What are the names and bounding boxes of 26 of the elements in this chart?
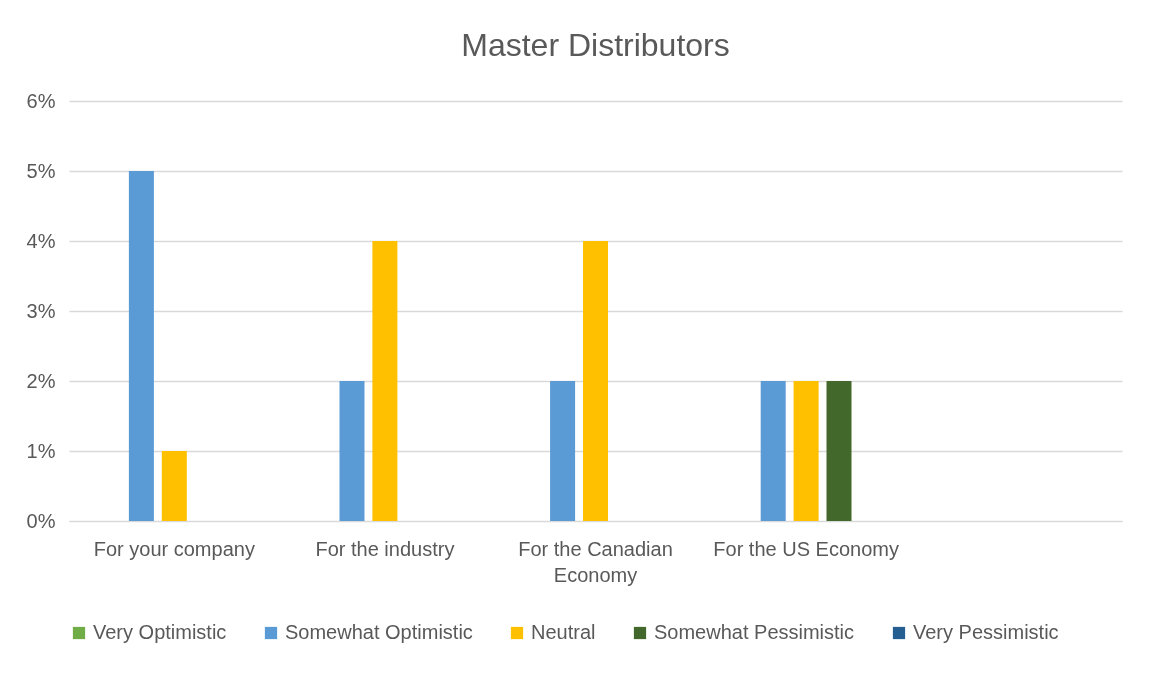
- bar: [161, 451, 187, 521]
- y-tick-label: 5%: [26, 159, 56, 182]
- x-tick-label: For your company: [93, 537, 255, 560]
- y-tick-label: 3%: [26, 299, 56, 322]
- bar: [760, 381, 786, 521]
- x-tick-label: For the US Economy: [713, 537, 899, 560]
- bar: [128, 171, 154, 521]
- y-tick-label: 6%: [26, 89, 56, 112]
- bar: [372, 241, 398, 521]
- y-tick-label: 4%: [26, 229, 56, 252]
- chart-title: Master Distributors: [461, 27, 730, 63]
- legend-label: Very Pessimistic: [913, 621, 1059, 643]
- legend-label: Somewhat Pessimistic: [654, 621, 855, 643]
- y-tick-label: 0%: [26, 509, 56, 532]
- legend-label: Very Optimistic: [93, 621, 227, 643]
- bar: [826, 381, 852, 521]
- x-tick-label: For the Canadian Economy: [518, 537, 673, 586]
- y-tick-label: 1%: [26, 439, 56, 462]
- bar: [339, 381, 365, 521]
- legend-label: Somewhat Optimistic: [285, 621, 473, 643]
- bar: [550, 381, 576, 521]
- y-tick-label: 2%: [26, 369, 56, 392]
- bar: [793, 381, 819, 521]
- bar: [583, 241, 608, 521]
- x-tick-label: For the industry: [315, 537, 455, 560]
- legend-label: Neutral: [531, 621, 596, 643]
